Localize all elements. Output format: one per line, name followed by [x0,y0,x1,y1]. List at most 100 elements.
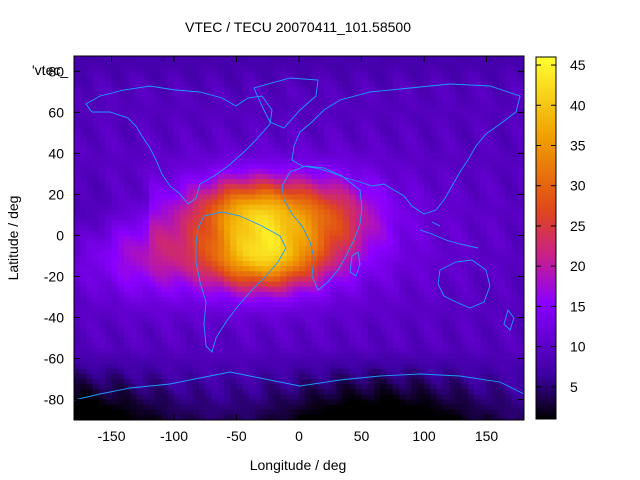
heatmap-cell [342,250,350,257]
heatmap-cell [430,363,438,370]
heatmap-cell [199,168,206,175]
heatmap-cell [217,302,225,308]
heatmap-cell [430,173,438,180]
heatmap-cell [442,199,450,206]
heatmap-cell [186,91,194,98]
heatmap-cell [117,235,125,242]
heatmap-cell [299,107,306,113]
heatmap-cell [142,66,150,72]
heatmap-cell [236,235,244,242]
heatmap-cell [117,245,125,252]
heatmap-cell [99,317,106,324]
heatmap-cell [505,199,513,206]
heatmap-cell [74,179,81,185]
heatmap-cell [286,148,294,155]
heatmap-cell [236,261,244,267]
heatmap-cell [130,348,138,354]
heatmap-cell [155,266,163,272]
heatmap-cell [461,107,469,113]
heatmap-cell [499,189,506,196]
heatmap-cell [342,71,350,78]
heatmap-cell [99,204,106,211]
heatmap-cell [224,81,231,88]
heatmap-cell [111,117,119,124]
heatmap-cell [492,337,500,344]
heatmap-cell [80,317,88,324]
heatmap-cell [211,173,219,180]
heatmap-cell [405,220,413,226]
heatmap-cell [436,148,444,155]
heatmap-cell [436,296,444,303]
heatmap-cell [217,163,225,170]
heatmap-cell [499,168,506,175]
heatmap-cell [511,378,519,385]
heatmap-cell [349,168,356,175]
heatmap-cell [274,56,281,62]
heatmap-cell [411,179,419,185]
heatmap-cell [99,225,106,231]
heatmap-cell [274,399,281,406]
heatmap-cell [342,214,350,221]
heatmap-cell [486,97,494,103]
heatmap-cell [474,184,481,190]
heatmap-cell [236,307,244,313]
heatmap-cell [305,148,313,155]
heatmap-cell [230,353,238,360]
heatmap-cell [74,56,81,62]
heatmap-cell [311,194,319,201]
heatmap-cell [74,81,81,88]
heatmap-cell [167,163,175,170]
heatmap-cell [161,276,169,283]
heatmap-cell [205,261,213,267]
heatmap-cell [274,184,281,190]
heatmap-cell [136,61,144,67]
heatmap-cell [455,148,463,155]
heatmap-cell [211,107,219,113]
heatmap-cell [236,286,244,293]
heatmap-cell [192,348,200,354]
heatmap-cell [486,71,494,78]
heatmap-cell [142,261,150,267]
heatmap-cell [261,61,269,67]
heatmap-cell [336,168,344,175]
heatmap-cell [386,332,394,339]
heatmap-cell [511,199,519,206]
heatmap-cell [199,302,206,308]
heatmap-cell [117,389,125,395]
heatmap-cell [399,81,406,88]
heatmap-cell [349,312,356,319]
heatmap-cell [261,363,269,370]
heatmap-cell [99,291,106,298]
heatmap-cell [324,312,331,319]
heatmap-cell [199,97,206,103]
heatmap-cell [149,322,156,329]
heatmap-cell [180,179,188,185]
heatmap-cell [367,404,375,411]
heatmap-cell [199,61,206,67]
heatmap-cell [361,271,369,278]
heatmap-cell [130,266,138,272]
heatmap-cell [255,271,263,278]
heatmap-cell [280,66,288,72]
heatmap-cell [355,209,363,216]
heatmap-cell [92,61,100,67]
heatmap-cell [330,332,338,339]
heatmap-cell [111,255,119,262]
heatmap-cell [405,61,413,67]
heatmap-cell [467,384,475,390]
heatmap-cell [317,399,325,406]
heatmap-cell [311,261,319,267]
heatmap-cell [217,158,225,165]
heatmap-cell [505,337,513,344]
heatmap-cell [80,163,88,170]
heatmap-cell [74,143,81,149]
heatmap-cell [174,127,181,134]
heatmap-cell [230,209,238,216]
heatmap-cell [267,230,275,237]
heatmap-cell [474,86,481,93]
heatmap-cell [405,343,413,349]
heatmap-cell [417,276,425,283]
heatmap-cell [130,163,138,170]
heatmap-cell [405,399,413,406]
heatmap-cell [211,225,219,231]
